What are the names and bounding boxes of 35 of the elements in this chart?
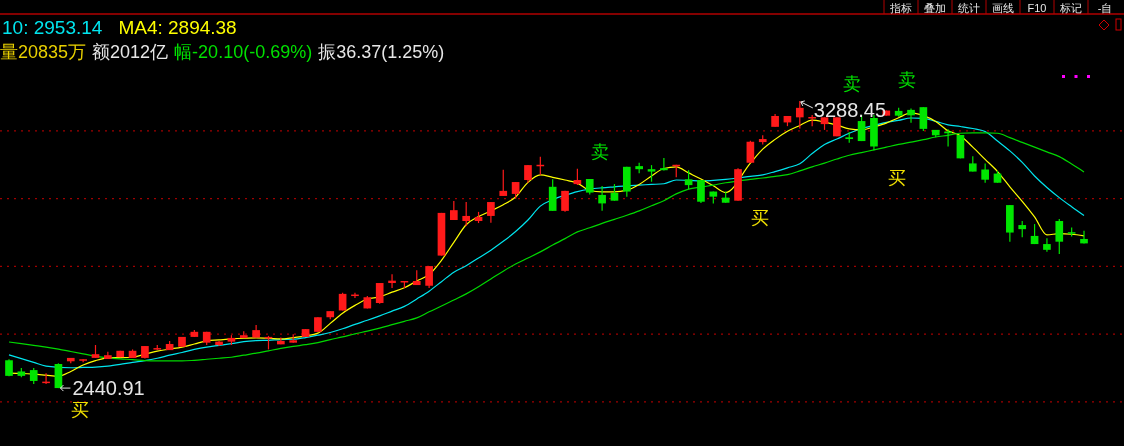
text: 量20835万 额2012亿 幅-20.10(-0.69%) 振36.37(1.25%) <box>0 42 445 62</box>
text: 画线 <box>992 2 1014 14</box>
candlestick <box>1055 218 1064 255</box>
annotation: 买 <box>751 208 769 228</box>
text: F10 <box>1027 2 1047 14</box>
candlestick <box>660 157 668 172</box>
text: 叠加 <box>924 2 946 14</box>
candlestick <box>919 106 928 132</box>
annotation: 卖 <box>591 142 609 162</box>
annotation: 卖 <box>843 74 861 94</box>
candlestick <box>1043 237 1051 253</box>
candlestick <box>462 201 471 227</box>
text: MA4: 2894.38 <box>118 17 237 38</box>
annotation: 2440.91 <box>72 377 145 400</box>
annotation: 买 <box>71 400 89 420</box>
candlestick <box>598 185 606 212</box>
text: 指标 <box>889 2 912 14</box>
candlestick <box>1080 230 1088 244</box>
candlestick <box>487 201 495 224</box>
candlestick <box>907 107 915 124</box>
candlestick <box>425 265 433 289</box>
candlestick <box>697 179 705 204</box>
candlestick <box>499 169 508 197</box>
annotation: 3288.45 <box>813 98 887 121</box>
candlestick <box>684 169 693 190</box>
text: 10: 2953.14 <box>2 17 103 38</box>
candlestick <box>746 140 755 164</box>
text: 统计 <box>958 2 980 14</box>
candlestick <box>375 282 384 305</box>
text: 标记 <box>1059 2 1082 14</box>
candlestick <box>981 162 989 184</box>
text: -自 <box>1097 2 1113 14</box>
annotation: 买 <box>888 168 906 188</box>
annotation: 卖 <box>898 70 916 90</box>
candlestick <box>795 100 804 130</box>
